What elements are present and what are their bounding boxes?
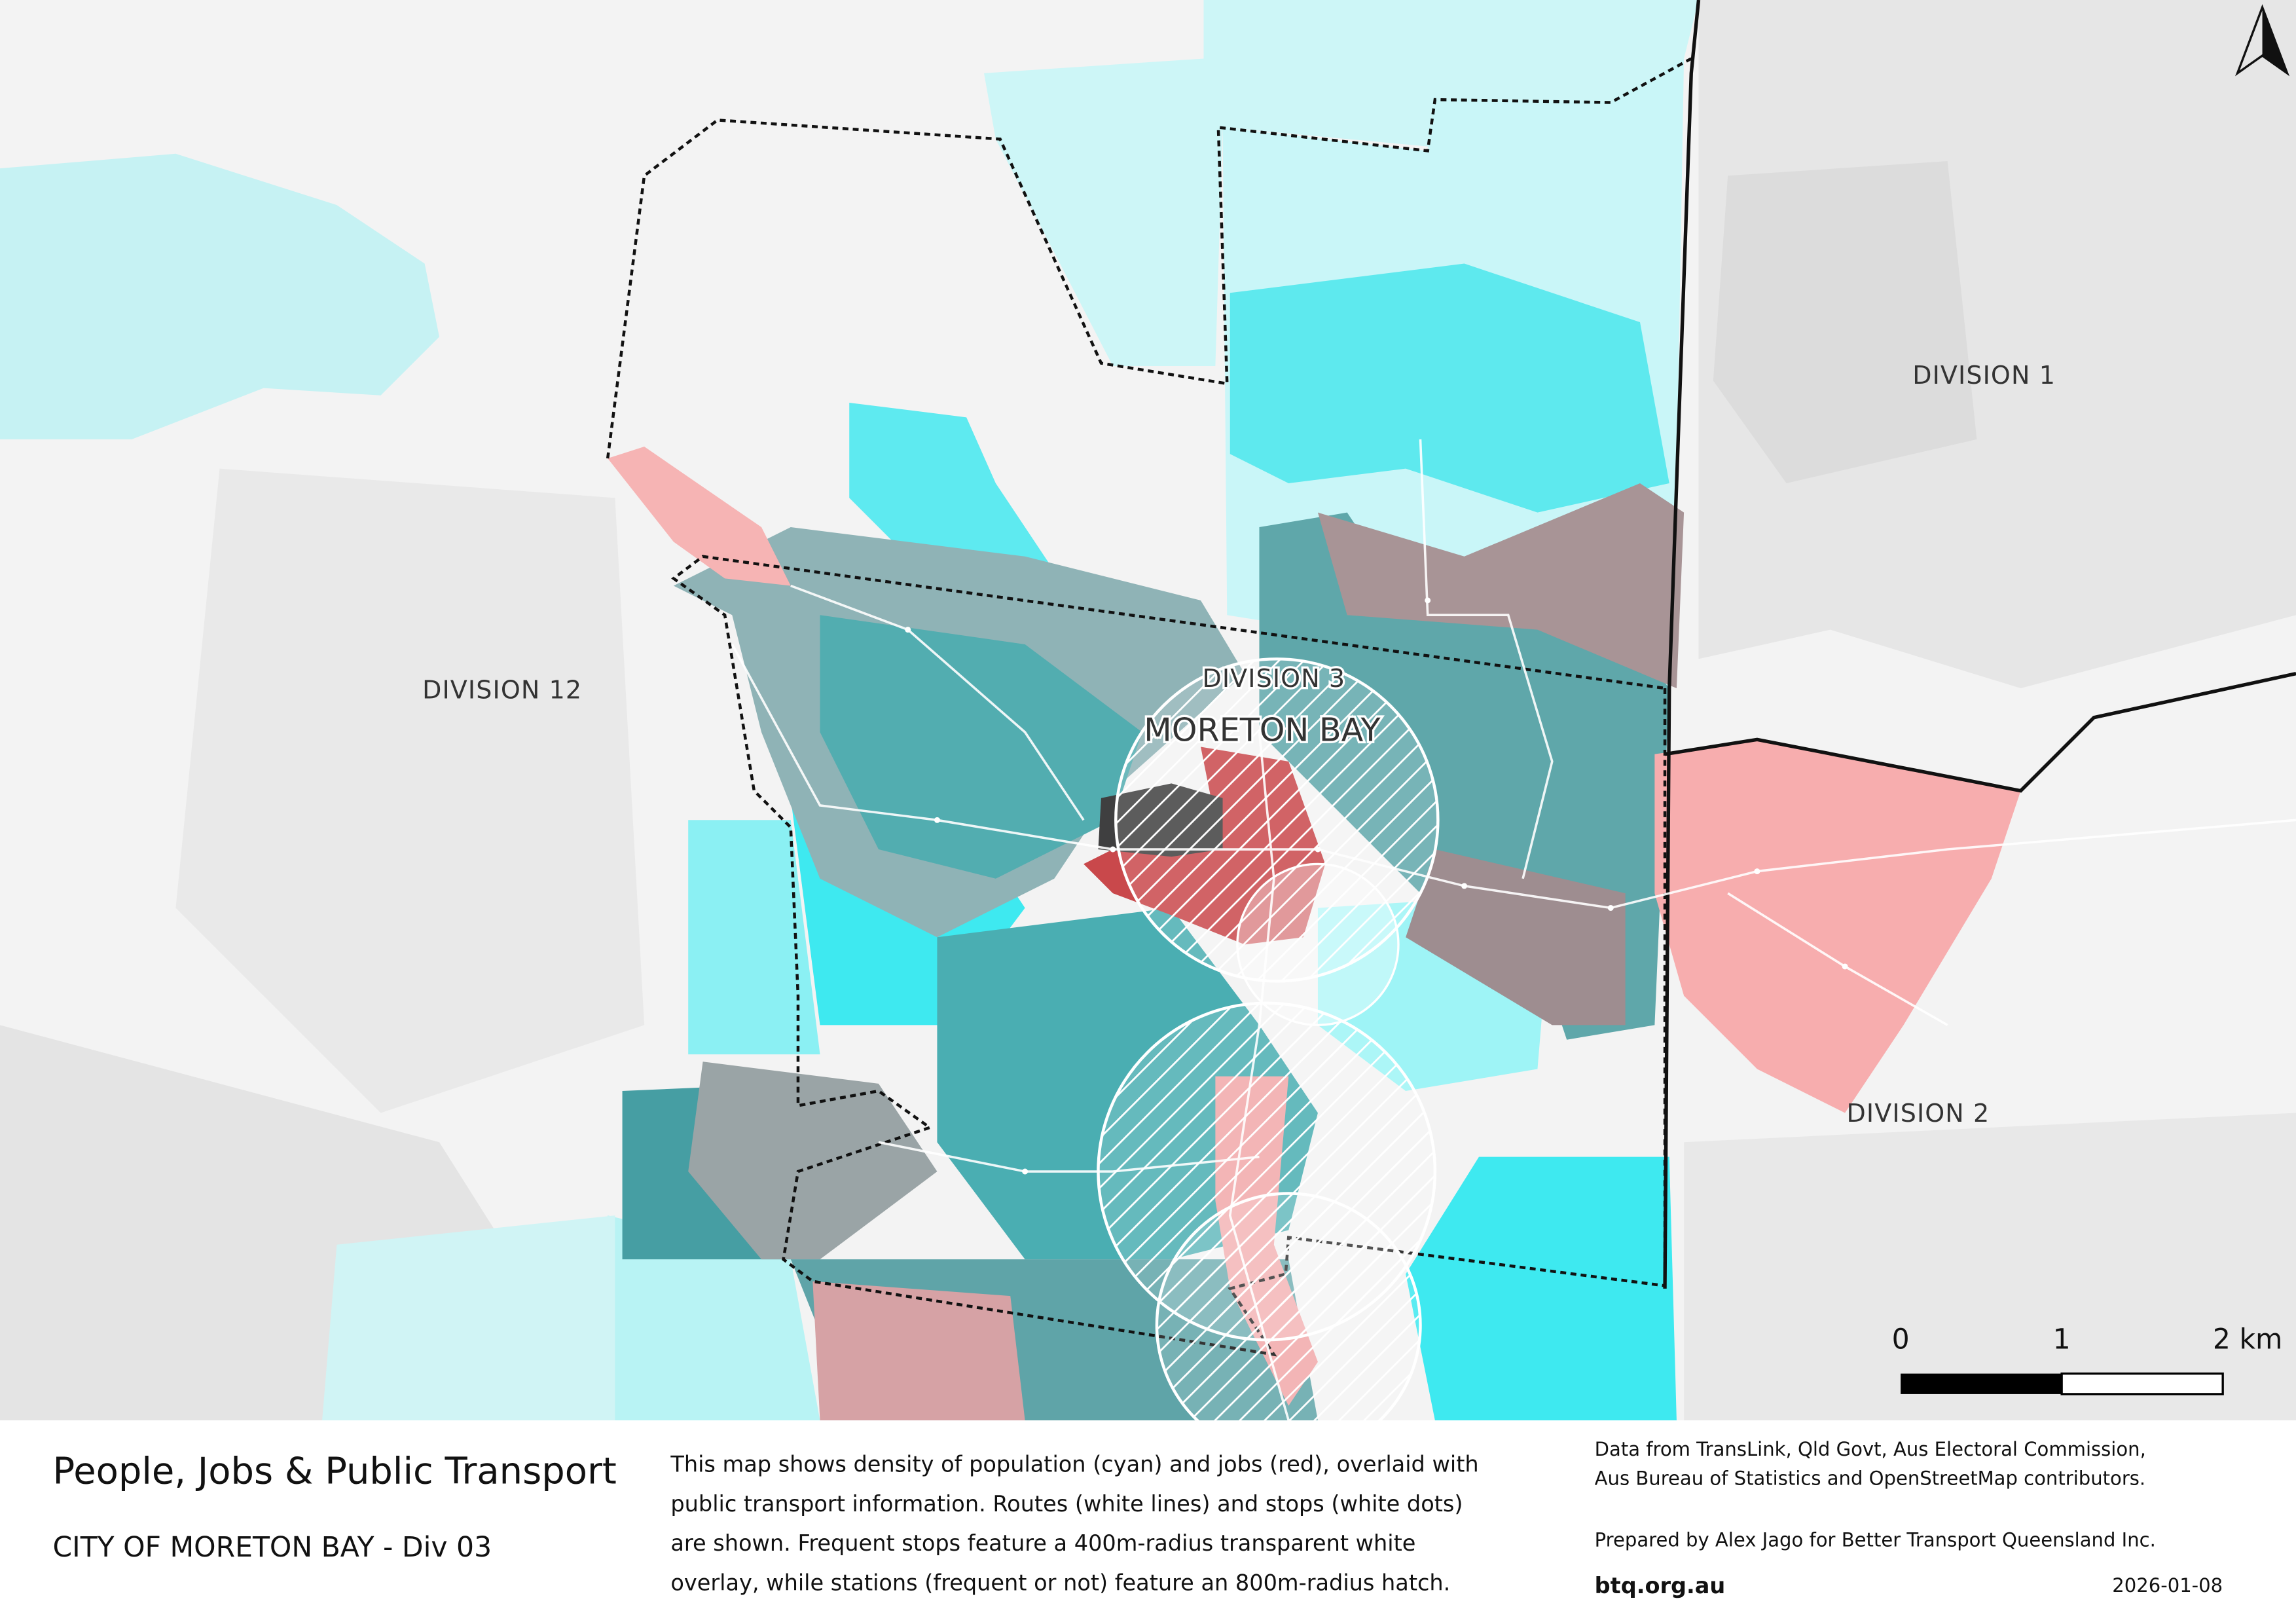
division-3-boundary <box>606 57 1692 1357</box>
credits-line: Data from TransLink, Qld Govt, Aus Elect… <box>1595 1438 2146 1460</box>
description-line: overlay, while stations (frequent or not… <box>670 1570 1450 1596</box>
credits-line: Aus Bureau of Statistics and OpenStreetM… <box>1595 1467 2145 1490</box>
title: People, Jobs & Public Transport <box>53 1450 617 1492</box>
date: 2026-01-08 <box>2112 1574 2223 1596</box>
website: btq.org.au <box>1595 1573 1726 1598</box>
division-boundary <box>1663 0 1701 1289</box>
division-label: DIVISION 1 <box>1912 361 2056 390</box>
transit-stops <box>905 597 1848 1175</box>
prepared-by: Prepared by Alex Jago for Better Transpo… <box>1595 1528 2156 1551</box>
division-label: DIVISION 3 <box>1202 664 1345 693</box>
division-label: DIVISION 2 <box>1847 1099 1990 1128</box>
scale-label: 1 <box>2053 1324 2071 1356</box>
station-catchments <box>1097 657 1440 1421</box>
description-line: This map shows density of population (cy… <box>670 1451 1478 1477</box>
division-label: DIVISION 12 <box>422 676 582 705</box>
place-label: MORETON BAY <box>1144 711 1381 749</box>
scale-label: 0 <box>1892 1324 1910 1356</box>
map: DIVISION 1 DIVISION 12 DIVISION 3 MORETO… <box>0 0 2296 1421</box>
description-line: public transport information. Routes (wh… <box>670 1491 1463 1517</box>
subtitle: CITY OF MORETON BAY - Div 03 <box>53 1532 492 1564</box>
basemap-land <box>0 0 2296 1421</box>
scale-bar: 0 1 2 km <box>1892 1324 2283 1395</box>
scale-label: 2 km <box>2213 1324 2283 1356</box>
footer: People, Jobs & Public Transport CITY OF … <box>0 1420 2296 1624</box>
division-boundary <box>1664 672 2296 793</box>
mixed-density <box>622 483 1685 1421</box>
description-line: are shown. Frequent stops feature a 400m… <box>670 1530 1415 1556</box>
